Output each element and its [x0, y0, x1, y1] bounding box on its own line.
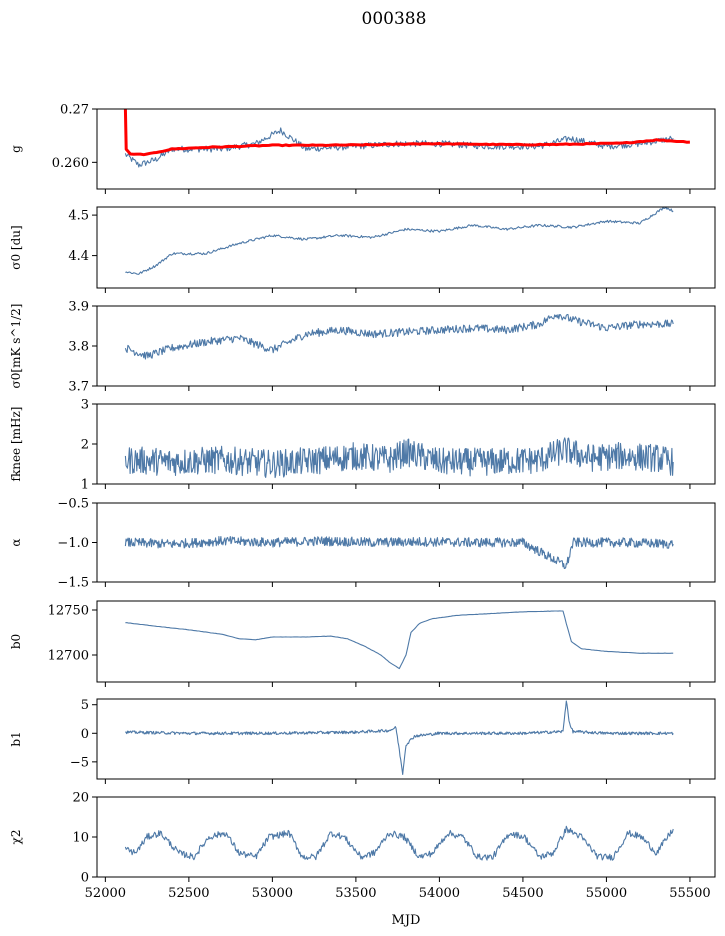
- panel-b1: −5 0 5 b1: [9, 698, 716, 784]
- ylabel-b0: b0: [9, 634, 23, 649]
- panel-sigma0-du: 4.4 4.5 σ0 [du]: [9, 206, 716, 293]
- ytick-label-alpha-2: −0.5: [57, 497, 89, 512]
- xtick-label-6: 55000: [586, 886, 627, 901]
- ytick-label-b0-1: 12750: [48, 604, 89, 619]
- series-fknee-0: [124, 437, 674, 479]
- figure-title: 000388: [362, 9, 427, 29]
- panel-sigma0-mk: 3.7 3.8 3.9 σ0[mK s^1/2]: [9, 300, 716, 395]
- xtick-label-4: 54000: [419, 886, 460, 901]
- ytick-label-sigma0-mk-2: 3.9: [68, 300, 89, 315]
- xtick-label-2: 53000: [252, 886, 293, 901]
- ytick-label-g-0: 0.260: [52, 156, 89, 171]
- series-b1-0: [124, 700, 674, 775]
- x-axis-label: MJD: [392, 913, 421, 928]
- ytick-label-b1-1: 0: [81, 727, 89, 742]
- ytick-label-chi2-2: 20: [72, 791, 89, 806]
- series-sigma0-mk-0: [124, 313, 674, 360]
- panel-fknee: 1 2 3 fknee [mHz]: [9, 398, 716, 493]
- ytick-label-b1-0: −5: [70, 755, 89, 770]
- ytick-label-chi2-0: 0: [81, 871, 89, 886]
- xtick-label-0: 52000: [85, 886, 126, 901]
- ytick-label-fknee-2: 3: [81, 398, 89, 413]
- ylabel-chi2: χ2: [9, 830, 23, 845]
- series-alpha-0: [124, 535, 674, 569]
- ylabel-sigma0-mk: σ0[mK s^1/2]: [9, 304, 23, 389]
- ytick-label-g-1: 0.27: [60, 103, 89, 118]
- panel-alpha: −1.5 −1.0 −0.5 α: [9, 497, 716, 591]
- ylabel-b1: b1: [9, 731, 23, 746]
- panel-g: 0.260 0.27 g: [9, 103, 716, 194]
- ylabel-fknee: fknee [mHz]: [9, 407, 23, 482]
- axes-frame-chi2: [96, 796, 716, 878]
- panels: 0.260 0.27 g 4.4 4.5 σ0 [du] 3.7 3.8 3.9 σ0[mK s^…: [9, 103, 716, 901]
- ytick-label-sigma0-du-0: 4.4: [68, 249, 89, 264]
- ylabel-sigma0-du: σ0 [du]: [9, 225, 23, 269]
- ytick-label-chi2-1: 10: [72, 831, 89, 846]
- series-chi2-0: [124, 825, 674, 861]
- axes-frame-sigma0-du: [96, 206, 716, 289]
- ytick-label-b1-2: 5: [81, 698, 89, 713]
- ytick-label-sigma0-du-1: 4.5: [68, 209, 89, 224]
- axes-frame-b1: [96, 698, 716, 780]
- ytick-label-sigma0-mk-0: 3.7: [68, 380, 89, 395]
- xtick-label-5: 54500: [502, 886, 543, 901]
- ytick-label-fknee-1: 2: [81, 438, 89, 453]
- series-g-1: [123, 108, 690, 157]
- series-b0-0: [125, 610, 674, 670]
- series-sigma0-du-0: [125, 206, 674, 275]
- axes-frame-g: [96, 108, 716, 190]
- ylabel-g: g: [9, 145, 23, 153]
- xtick-label-1: 52500: [168, 886, 209, 901]
- ytick-label-b0-0: 12700: [48, 649, 89, 664]
- axes-frame-b0: [96, 600, 716, 683]
- panel-chi2: 0 10 20 52000 52500 53000 53500 54000 54500 55000…: [9, 791, 716, 901]
- ytick-label-alpha-1: −1.0: [57, 536, 89, 551]
- ylabel-alpha: α: [9, 538, 23, 546]
- ytick-label-sigma0-mk-1: 3.8: [68, 340, 89, 355]
- ytick-label-alpha-0: −1.5: [57, 576, 89, 591]
- xtick-label-3: 53500: [335, 886, 376, 901]
- ytick-label-fknee-0: 1: [81, 478, 89, 493]
- xtick-label-7: 55500: [669, 886, 710, 901]
- axes-frame-sigma0-mk: [96, 305, 716, 387]
- panel-b0: 12700 12750 b0: [9, 600, 716, 687]
